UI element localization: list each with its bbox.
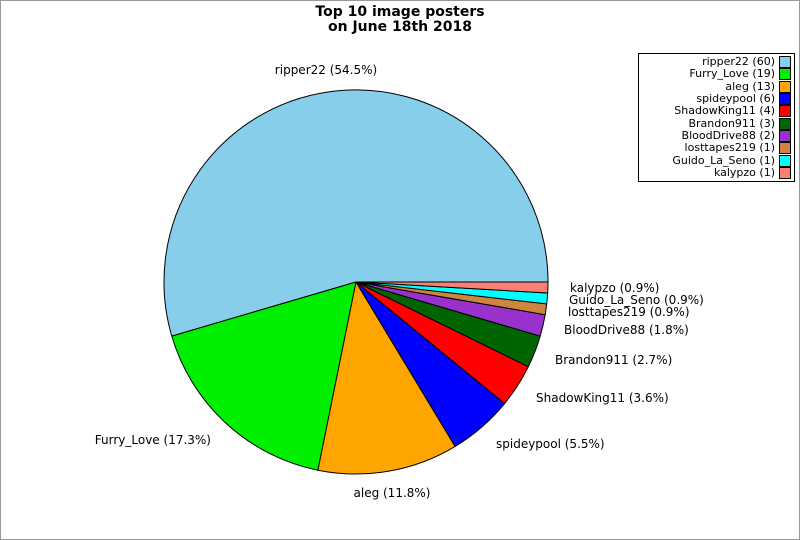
legend-item-ShadowKing11: ShadowKing11 (4) (641, 104, 791, 118)
legend-swatch (779, 142, 791, 155)
legend-item-Brandon911: Brandon911 (3) (641, 116, 791, 130)
legend-label: BloodDrive88 (2) (681, 128, 775, 142)
slice-label-BloodDrive88: BloodDrive88 (1.8%) (564, 323, 689, 337)
legend-item-aleg: aleg (13) (641, 79, 791, 93)
legend-item-Guido_La_Seno: Guido_La_Seno (1) (641, 153, 791, 167)
slice-label-Guido_La_Seno: Guido_La_Seno (0.9%) (569, 293, 704, 307)
legend-item-losttapes219: losttapes219 (1) (641, 141, 791, 155)
slice-label-kalypzo: kalypzo (0.9%) (570, 281, 660, 295)
slice-label-Furry_Love: Furry_Love (17.3%) (94, 433, 211, 447)
legend-label: Furry_Love (19) (689, 67, 775, 81)
legend-swatch (779, 117, 791, 130)
legend-swatch (779, 129, 791, 142)
legend-label: ShadowKing11 (4) (674, 104, 775, 118)
legend-swatch (779, 68, 791, 81)
legend-swatch (779, 166, 791, 179)
legend-swatch (779, 154, 791, 167)
pie-slice-aleg (317, 281, 456, 475)
slice-label-aleg: aleg (11.8%) (353, 486, 431, 500)
legend-label: losttapes219 (1) (684, 141, 775, 155)
chart-title: Top 10 image posters on June 18th 2018 (1, 5, 799, 35)
chart-title-line2: on June 18th 2018 (328, 19, 472, 35)
legend-label: Guido_La_Seno (1) (672, 153, 775, 167)
pie-slice-ripper22 (163, 89, 549, 337)
legend-label: aleg (13) (725, 79, 775, 93)
legend-item-ripper22: ripper22 (60) (641, 55, 791, 69)
chart-title-line1: Top 10 image posters (315, 4, 485, 20)
legend-label: Brandon911 (3) (688, 116, 775, 130)
legend-label: ripper22 (60) (702, 55, 775, 69)
slice-label-ripper22: ripper22 (54.5%) (274, 63, 378, 77)
pie-slice-kalypzo (355, 281, 549, 294)
legend-swatch (779, 93, 791, 106)
legend-swatch (779, 80, 791, 93)
legend: ripper22 (60) Furry_Love (19) aleg (13) spi… (638, 53, 795, 182)
legend-item-spideypool: spideypool (6) (641, 92, 791, 106)
legend-label: kalypzo (1) (713, 165, 775, 179)
slice-label-Brandon911: Brandon911 (2.7%) (555, 353, 673, 367)
legend-swatch (779, 105, 791, 118)
slice-label-spideypool: spideypool (5.5%) (496, 437, 605, 451)
slice-label-losttapes219: losttapes219 (0.9%) (568, 305, 690, 319)
legend-item-BloodDrive88: BloodDrive88 (2) (641, 128, 791, 142)
legend-item-Furry_Love: Furry_Love (19) (641, 67, 791, 81)
legend-label: spideypool (6) (696, 92, 775, 106)
legend-item-kalypzo: kalypzo (1) (641, 165, 791, 179)
legend-swatch (779, 56, 791, 69)
slice-label-ShadowKing11: ShadowKing11 (3.6%) (536, 391, 669, 405)
pie-slice-Furry_Love (171, 281, 357, 471)
